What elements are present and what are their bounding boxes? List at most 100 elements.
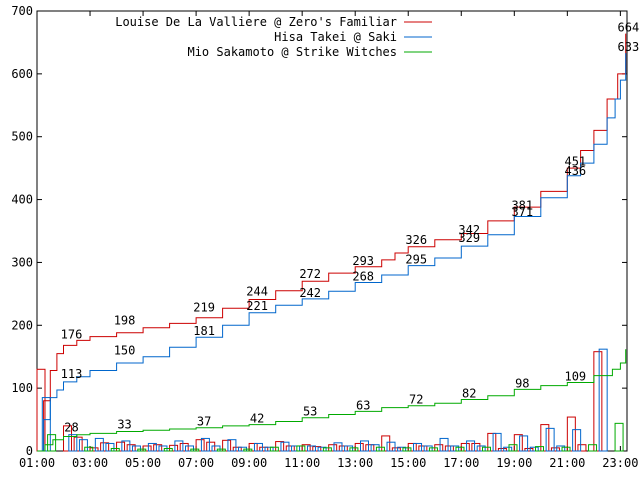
bar-s1 (200, 437, 210, 452)
bar-s0 (259, 446, 269, 452)
bar-s0 (381, 435, 391, 452)
point-label: 664 (618, 21, 640, 35)
bar-s0 (524, 447, 534, 452)
bar-s0 (365, 444, 375, 452)
bar-s1 (492, 432, 502, 452)
point-label: 451 (564, 155, 586, 169)
bar-s2 (110, 447, 120, 452)
x-tick-label: 03:00 (72, 456, 108, 470)
bar-s1 (121, 440, 131, 452)
point-label: 109 (564, 369, 586, 383)
series-line-2 (37, 349, 627, 452)
bar-s2 (481, 446, 491, 452)
bar-s1 (529, 446, 539, 452)
bar-s0 (312, 446, 322, 452)
bar-s1 (360, 440, 370, 452)
bar-s0 (73, 436, 83, 452)
bar-s1 (41, 397, 51, 452)
bar-s0 (593, 351, 603, 452)
bar-s1 (68, 434, 78, 452)
point-label: 242 (299, 286, 321, 300)
series-line-0 (37, 33, 627, 452)
bar-s0 (248, 442, 258, 452)
bar-s2 (349, 447, 359, 452)
bar-s0 (275, 441, 285, 452)
point-label: 326 (405, 233, 427, 247)
bar-s1 (264, 446, 274, 452)
bar-s1 (503, 446, 513, 452)
bar-s0 (301, 444, 311, 452)
bar-s1 (291, 445, 301, 452)
bar-s0 (206, 441, 216, 452)
bar-s1 (519, 435, 529, 452)
axes: 0 100 200 300 400 500 600 700 01:00 03:00 05:00 07:… (11, 4, 638, 470)
bar-s1 (211, 445, 221, 452)
point-label: 150 (114, 344, 136, 358)
bar-s1 (598, 348, 608, 452)
y-tick-label: 0 (26, 444, 33, 458)
bar-s1 (317, 446, 327, 452)
y-tick-label: 500 (11, 130, 33, 144)
point-label: 633 (618, 40, 640, 54)
point-label: 53 (303, 405, 317, 419)
bar-s1 (306, 445, 316, 452)
bar-s1 (78, 439, 88, 452)
x-tick-label: 21:00 (549, 456, 585, 470)
bar-s2 (508, 444, 518, 452)
bar-s1 (147, 442, 157, 452)
legend-label: Mio Sakamoto @ Strike Witches (187, 45, 397, 59)
x-tick-label: 23:00 (602, 456, 638, 470)
plot-frame (36, 10, 628, 452)
bar-s2 (614, 422, 624, 452)
bar-s1 (370, 444, 380, 452)
bar-s0 (407, 442, 417, 452)
bar-s0 (471, 442, 481, 452)
bar-s2 (535, 446, 545, 452)
y-tick-label: 700 (11, 4, 33, 18)
bar-s0 (513, 434, 523, 452)
bar-s1 (253, 442, 263, 452)
bar-s1 (333, 442, 343, 452)
point-label: 329 (458, 231, 480, 245)
bar-s1 (572, 429, 582, 452)
bar-s1 (439, 437, 449, 452)
point-label: 63 (356, 398, 370, 412)
bar-s0 (89, 447, 99, 452)
point-label: 72 (409, 393, 423, 407)
bar-s0 (550, 447, 560, 452)
x-tick-label: 07:00 (178, 456, 214, 470)
bar-s2 (322, 447, 332, 452)
bar-s0 (487, 432, 497, 452)
point-label: 371 (511, 205, 533, 219)
point-label: 42 (250, 412, 264, 426)
bar-s1 (466, 440, 476, 452)
point-label: 181 (193, 324, 215, 338)
bar-s0 (100, 442, 110, 452)
point-label: 342 (458, 223, 480, 237)
bar-s2 (588, 444, 598, 452)
point-label: 268 (352, 270, 374, 284)
bar-s0 (153, 444, 163, 452)
point-label: 293 (352, 254, 374, 268)
bar-s2 (137, 448, 147, 452)
bar-s1 (386, 441, 396, 452)
bar-s2 (163, 447, 173, 452)
point-label: 221 (246, 299, 268, 313)
bar-s1 (227, 439, 237, 452)
point-label: 82 (462, 386, 476, 400)
x-tick-label: 15:00 (390, 456, 426, 470)
legend: Louise De La Valliere @ Zero's FamiliarH… (115, 15, 432, 59)
bar-s0 (566, 416, 576, 452)
bar-s0 (116, 441, 126, 452)
bar-s0 (142, 445, 152, 452)
y-tick-label: 300 (11, 255, 33, 269)
bar-s1 (131, 445, 141, 452)
line-layer (37, 33, 627, 452)
legend-label: Louise De La Valliere @ Zero's Familiar (115, 15, 397, 29)
bar-s0 (285, 445, 295, 452)
bar-s2 (216, 448, 226, 452)
bar-s0 (540, 424, 550, 452)
x-tick-label: 05:00 (125, 456, 161, 470)
bar-s1 (184, 445, 194, 452)
bar-s1 (344, 445, 354, 452)
